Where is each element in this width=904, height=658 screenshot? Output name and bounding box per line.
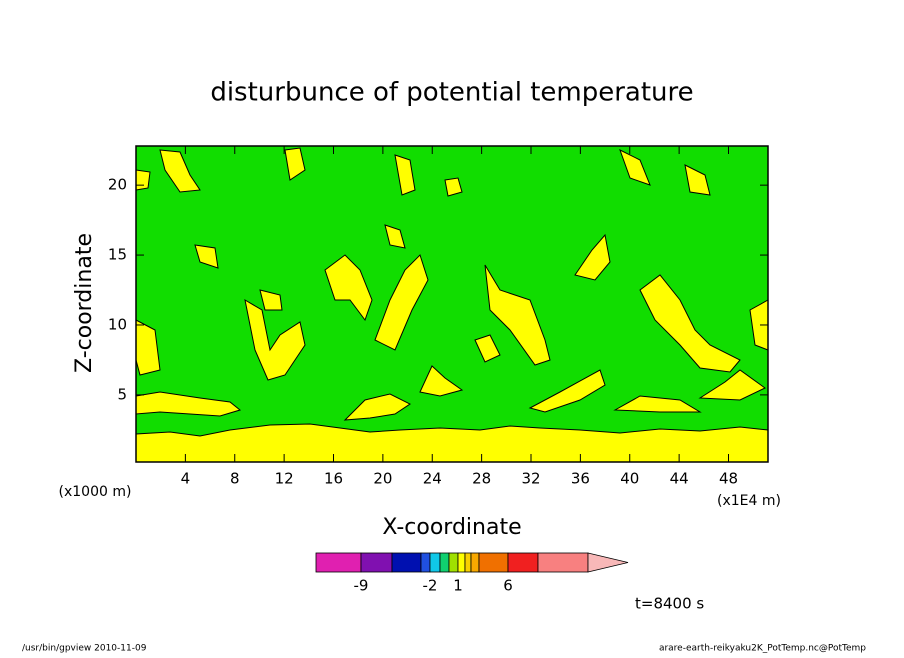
colorbar-segment <box>315 552 362 573</box>
contour-region <box>474 334 501 363</box>
colorbar-segment <box>429 552 441 573</box>
x-unit: (x1E4 m) <box>717 493 781 509</box>
x-tick-label: 12 <box>275 470 294 488</box>
y-axis-label: Z-coordinate <box>72 233 97 373</box>
colorbar-tick-label: -9 <box>354 577 369 595</box>
footer-left: /usr/bin/gpview 2010-11-09 <box>22 644 147 654</box>
x-tick-label: 16 <box>324 470 343 488</box>
x-tick-label: 24 <box>423 470 442 488</box>
x-tick-label: 8 <box>230 470 240 488</box>
footer-right: arare-earth-reikyaku2K_PotTemp.nc@PotTem… <box>659 644 866 654</box>
x-tick-label: 44 <box>670 470 689 488</box>
contour-region <box>343 393 411 421</box>
y-tick-label: 15 <box>108 246 127 264</box>
colorbar-segment <box>420 552 431 573</box>
colorbar-tick-label: 1 <box>453 577 463 595</box>
colorbar-segment <box>360 552 393 573</box>
contour-region <box>684 164 711 196</box>
contour-region <box>698 369 766 401</box>
x-tick-label: 28 <box>472 470 491 488</box>
contour-region <box>484 264 551 366</box>
contour-regions <box>135 147 769 463</box>
y-unit: (x1000 m) <box>59 484 132 500</box>
colorbar-tick-label: -2 <box>423 577 438 595</box>
x-tick-label: 36 <box>571 470 590 488</box>
contour-region <box>444 177 463 197</box>
x-tick-label: 40 <box>620 470 639 488</box>
x-tick-label: 48 <box>719 470 738 488</box>
colorbar-segment <box>470 552 480 573</box>
y-tick-label: 20 <box>108 176 127 194</box>
colorbar-segment <box>448 552 459 573</box>
contour-region <box>194 244 219 269</box>
time-annotation: t=8400 s <box>635 595 704 613</box>
contour-region <box>244 299 306 381</box>
contour-region <box>135 391 242 417</box>
plot-frame <box>135 145 769 463</box>
colorbar-segment <box>464 552 472 573</box>
x-tick-label: 20 <box>373 470 392 488</box>
y-tick-label: 10 <box>108 315 127 333</box>
x-tick-label: 4 <box>181 470 191 488</box>
contour-region <box>284 147 306 181</box>
x-axis-label: X-coordinate <box>382 515 521 540</box>
colorbar-segment <box>507 552 539 573</box>
contour-region <box>394 154 416 196</box>
contour-region <box>135 423 769 463</box>
colorbar-segment <box>391 552 422 573</box>
contour-region <box>574 233 611 281</box>
contour-region <box>613 395 702 413</box>
y-tick-label: 5 <box>117 385 127 403</box>
contour-region <box>374 254 429 351</box>
colorbar-extension <box>587 552 629 573</box>
contour-region <box>639 274 741 373</box>
x-tick-label: 32 <box>521 470 540 488</box>
contour-region <box>259 289 283 311</box>
contour-region <box>528 369 606 413</box>
colorbar-segment <box>439 552 450 573</box>
contour-region <box>135 169 151 191</box>
contour-region <box>619 148 651 186</box>
colorbar-segment <box>457 552 466 573</box>
colorbar-segment <box>478 552 509 573</box>
colorbar-tick-label: 6 <box>503 577 513 595</box>
chart-title: disturbunce of potential temperature <box>210 78 693 108</box>
contour-region <box>324 254 373 322</box>
contour-region <box>159 149 201 193</box>
contour-region <box>419 365 464 397</box>
colorbar-segment <box>537 552 589 573</box>
contour-region <box>384 224 406 249</box>
contour-field <box>135 146 769 463</box>
